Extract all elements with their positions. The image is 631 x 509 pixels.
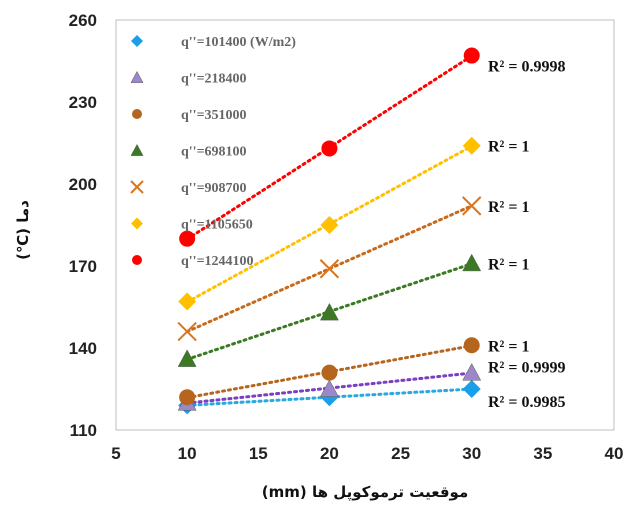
r-squared-label: R² = 0.9999	[488, 360, 565, 377]
legend: q''=101400 (W/m2) q''=218400 q''=351000 q''…	[130, 35, 296, 269]
legend-marker	[130, 70, 144, 83]
data-point	[462, 363, 482, 381]
y-tick-label: 140	[69, 339, 97, 358]
y-tick-label: 110	[70, 421, 97, 440]
x-tick-label: 25	[391, 444, 410, 463]
y-tick-label: 170	[69, 257, 97, 276]
legend-label: q''=1105650	[181, 218, 253, 233]
legend-marker	[132, 109, 142, 119]
r-squared-label: R² = 0.9985	[488, 394, 565, 411]
plot-area	[115, 19, 615, 431]
data-point	[463, 337, 480, 354]
x-tick-label: 5	[111, 444, 120, 463]
data-point	[178, 292, 197, 311]
x-axis-title: موقعیت ترموکوپل ها (mm)	[262, 483, 468, 502]
legend-label: q''=351000	[181, 108, 247, 123]
data-point	[462, 380, 481, 398]
legend-marker	[130, 143, 144, 156]
r-squared-label: R² = 1	[488, 256, 529, 273]
legend-label: q''=218400	[181, 72, 247, 87]
legend-label: q''=1244100	[181, 254, 254, 269]
data-point	[463, 47, 480, 64]
x-tick-label: 30	[462, 444, 481, 463]
x-tick-label: 15	[249, 444, 268, 463]
data-point	[321, 364, 338, 381]
data-point	[320, 302, 339, 321]
r-squared-label: R² = 0.9998	[488, 59, 565, 76]
legend-label: q''=101400 (W/m2)	[181, 35, 296, 50]
r-squared-label: R² = 1	[488, 199, 529, 216]
legend-marker	[130, 180, 144, 194]
data-point	[321, 140, 338, 157]
markers	[177, 47, 482, 415]
data-point	[462, 136, 481, 155]
tick-labels: 5 10 15 20 25 30 35 40 110 140 170 200 230 260	[69, 11, 624, 463]
legend-marker	[131, 217, 143, 230]
r-squared-label: R² = 1	[488, 139, 529, 156]
x-tick-label: 20	[320, 444, 339, 463]
y-tick-label: 200	[69, 175, 97, 194]
legend-label: q''=908700	[181, 181, 247, 196]
data-point	[177, 321, 197, 342]
r-squared-label: R² = 1	[488, 338, 529, 355]
legend-marker	[132, 255, 142, 265]
data-point	[320, 379, 339, 397]
legend-label: q''=698100	[181, 145, 247, 160]
data-point	[177, 349, 197, 367]
data-point	[462, 196, 482, 216]
y-tick-label: 260	[69, 11, 97, 30]
y-tick-label: 230	[69, 93, 97, 112]
data-point	[319, 259, 340, 279]
data-point	[462, 253, 482, 272]
data-point	[320, 216, 339, 234]
x-tick-label: 10	[178, 444, 197, 463]
x-tick-label: 35	[533, 444, 552, 463]
y-axis-title: دما (℃)	[14, 200, 32, 260]
data-point	[179, 389, 196, 406]
data-point	[179, 230, 196, 247]
x-tick-label: 40	[605, 444, 624, 463]
legend-marker	[131, 35, 143, 47]
r2-labels: R² = 0.9985 R² = 0.9999 R² = 1 R² = 1 R² = 1…	[488, 59, 565, 411]
